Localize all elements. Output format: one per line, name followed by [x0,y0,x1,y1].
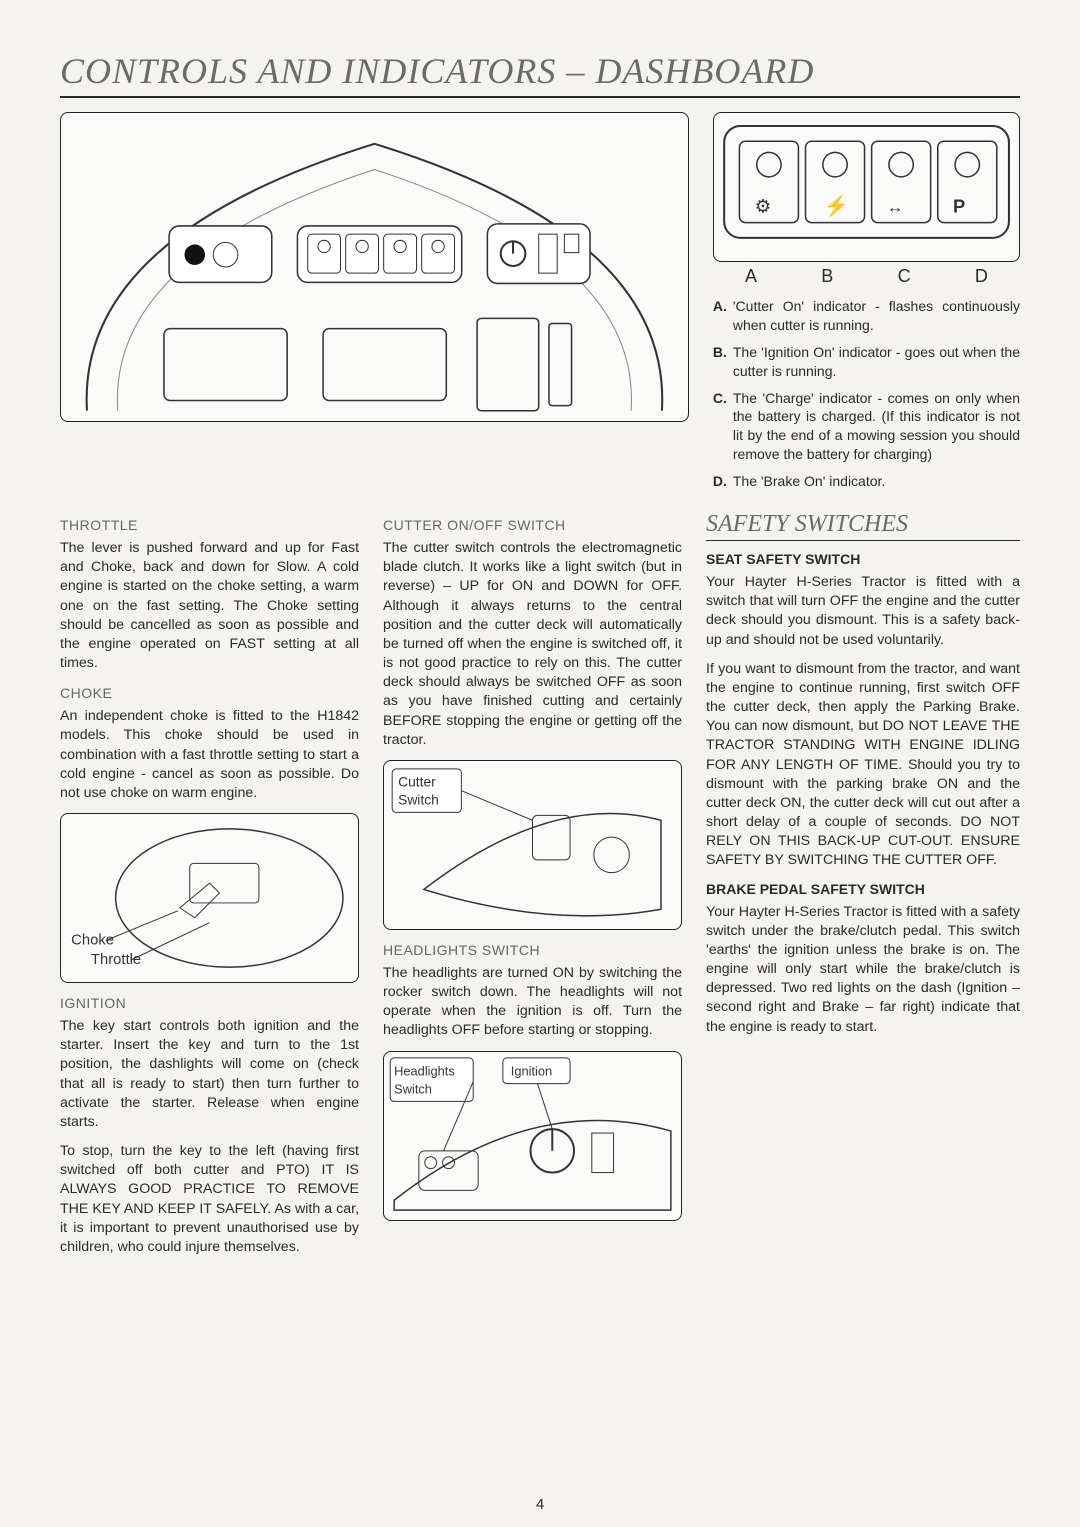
svg-text:⚙: ⚙ [755,195,771,216]
choke-throttle-illustration: Choke Throttle [60,813,359,983]
cutter-body: The cutter switch controls the electro­m… [383,539,682,750]
seat-safety-p2: If you want to dismount from the tractor… [706,660,1020,871]
headlights-ignition-illustration: Headlights Switch Ignition [383,1051,682,1221]
ignition-heading: IGNITION [60,995,359,1011]
cutter-heading: CUTTER ON/OFF SWITCH [383,517,682,533]
legend-d: D.The 'Brake On' indicator. [713,472,1020,491]
indicator-label-b: B [821,266,833,287]
indicator-label-c: C [898,266,911,287]
cutter-switch-illustration: Cutter Switch [383,760,682,930]
headlights-body: The headlights are turned ON by switchin… [383,964,682,1041]
safety-switches-heading: SAFETY SWITCHES [706,511,1020,541]
legend-a: A.'Cutter On' indicator - flashes con­ti… [713,297,1020,335]
brake-safety-body: Your Hayter H-Series Tractor is fitted w… [706,903,1020,1037]
legend-c: C.The 'Charge' indicator - comes on only… [713,389,1020,465]
choke-heading: CHOKE [60,685,359,701]
svg-text:Choke: Choke [71,933,114,949]
indicator-labels: A B C D [713,266,1020,287]
seat-safety-heading: SEAT SAFETY SWITCH [706,551,1020,567]
svg-text:↔: ↔ [887,198,903,216]
legend-b: B.The 'Ignition On' indicator - goes out… [713,343,1020,381]
indicator-panel-illustration: ⚙ ⚡ ↔ P [713,112,1020,262]
svg-text:Throttle: Throttle [91,952,141,968]
throttle-body: The lever is pushed forward and up for F… [60,539,359,673]
svg-text:⚡: ⚡ [824,193,849,218]
indicator-label-a: A [745,266,757,287]
throttle-heading: THROTTLE [60,517,359,533]
svg-text:Ignition: Ignition [511,1063,552,1078]
indicator-label-d: D [975,266,988,287]
svg-text:P: P [953,195,965,216]
ignition-p1: The key start controls both ignition and… [60,1017,359,1132]
page-title: CONTROLS AND INDICATORS – DASHBOARD [60,50,1020,98]
dashboard-overview-illustration [60,112,689,422]
choke-body: An independent choke is fitted to the H1… [60,707,359,803]
brake-safety-heading: BRAKE PEDAL SAFETY SWITCH [706,881,1020,897]
svg-text:Switch: Switch [394,1081,432,1096]
svg-text:Headlights: Headlights [394,1063,455,1078]
page-number: 4 [536,1496,544,1513]
ignition-p2: To stop, turn the key to the left (havin… [60,1142,359,1257]
headlights-heading: HEADLIGHTS SWITCH [383,942,682,958]
svg-text:Cutter: Cutter [398,774,436,790]
seat-safety-p1: Your Hayter H-Series Tractor is fitted w… [706,573,1020,650]
svg-text:Switch: Switch [398,791,439,807]
